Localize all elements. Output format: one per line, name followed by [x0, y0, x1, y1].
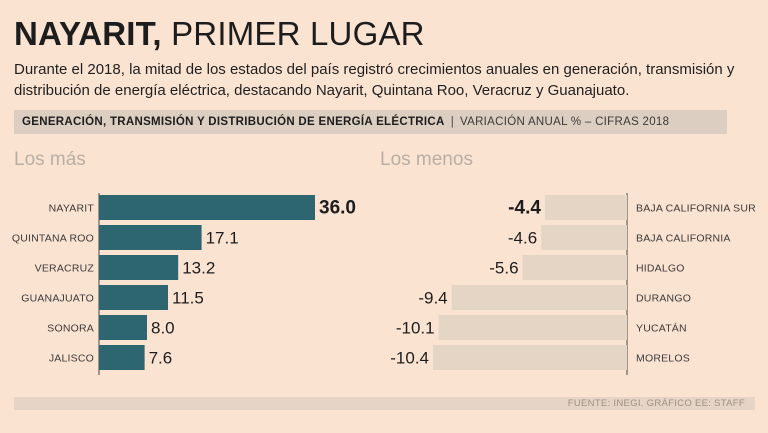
value-label-left-2: 13.2	[182, 259, 215, 278]
title-highlight: NAYARIT,	[14, 15, 162, 52]
category-label-right-5: MORELOS	[636, 353, 690, 365]
category-label-right-1: BAJA CALIFORNIA	[636, 233, 731, 245]
bar-left-0	[99, 195, 315, 220]
value-label-left-4: 8.0	[151, 319, 175, 338]
category-label-left-1: QUINTANA ROO	[12, 233, 94, 245]
banner-separator: |	[450, 116, 454, 128]
value-label-right-3: -9.4	[418, 289, 447, 308]
value-label-left-3: 11.5	[172, 289, 204, 308]
value-label-right-0: -4.4	[508, 198, 541, 219]
subtitle: Durante el 2018, la mitad de los estados…	[14, 61, 735, 99]
bar-left-4	[99, 315, 147, 340]
page-title: NAYARIT, PRIMER LUGAR	[14, 14, 425, 54]
category-label-right-2: HIDALGO	[636, 263, 685, 275]
bar-left-1	[99, 225, 202, 250]
bar-left-3	[99, 285, 168, 310]
category-label-left-5: JALISCO	[49, 353, 94, 365]
value-label-right-5: -10.4	[390, 349, 429, 368]
category-label-left-0: NAYARIT	[49, 203, 95, 215]
category-label-right-3: DURANGO	[636, 293, 691, 305]
bar-right-2	[522, 255, 627, 280]
bar-right-5	[433, 345, 627, 370]
category-label-right-0: BAJA CALIFORNIA SUR	[636, 203, 756, 215]
banner-title: GENERACIÓN, TRANSMISIÓN Y DISTRIBUCIÓN D…	[22, 116, 445, 128]
bar-left-2	[99, 255, 179, 280]
value-label-right-4: -10.1	[396, 319, 435, 338]
section-label-bottom: Los menos	[380, 149, 473, 170]
banner-subtitle: VARIACIÓN ANUAL % – CIFRAS 2018	[459, 116, 670, 128]
value-label-left-0: 36.0	[319, 198, 356, 219]
value-label-left-5: 7.6	[149, 349, 173, 368]
chart-banner: GENERACIÓN, TRANSMISIÓN Y DISTRIBUCIÓN D…	[14, 110, 727, 134]
category-label-right-4: YUCATÁN	[636, 322, 687, 335]
bar-right-4	[438, 315, 627, 340]
bar-right-1	[541, 225, 627, 250]
title-rest: PRIMER LUGAR	[171, 15, 425, 52]
section-label-top: Los más	[14, 149, 86, 170]
source-footer: FUENTE: INEGI. GRÁFICO EE: STAFF	[14, 397, 755, 410]
value-label-right-2: -5.6	[489, 259, 518, 278]
category-label-left-4: SONORA	[47, 323, 94, 335]
value-label-left-1: 17.1	[206, 229, 239, 248]
bar-left-5	[99, 345, 145, 370]
category-label-left-2: VERACRUZ	[35, 263, 95, 275]
value-label-right-1: -4.6	[508, 229, 537, 248]
bar-right-0	[544, 195, 627, 220]
category-label-left-3: GUANAJUATO	[21, 293, 94, 305]
bar-right-3	[451, 285, 627, 310]
